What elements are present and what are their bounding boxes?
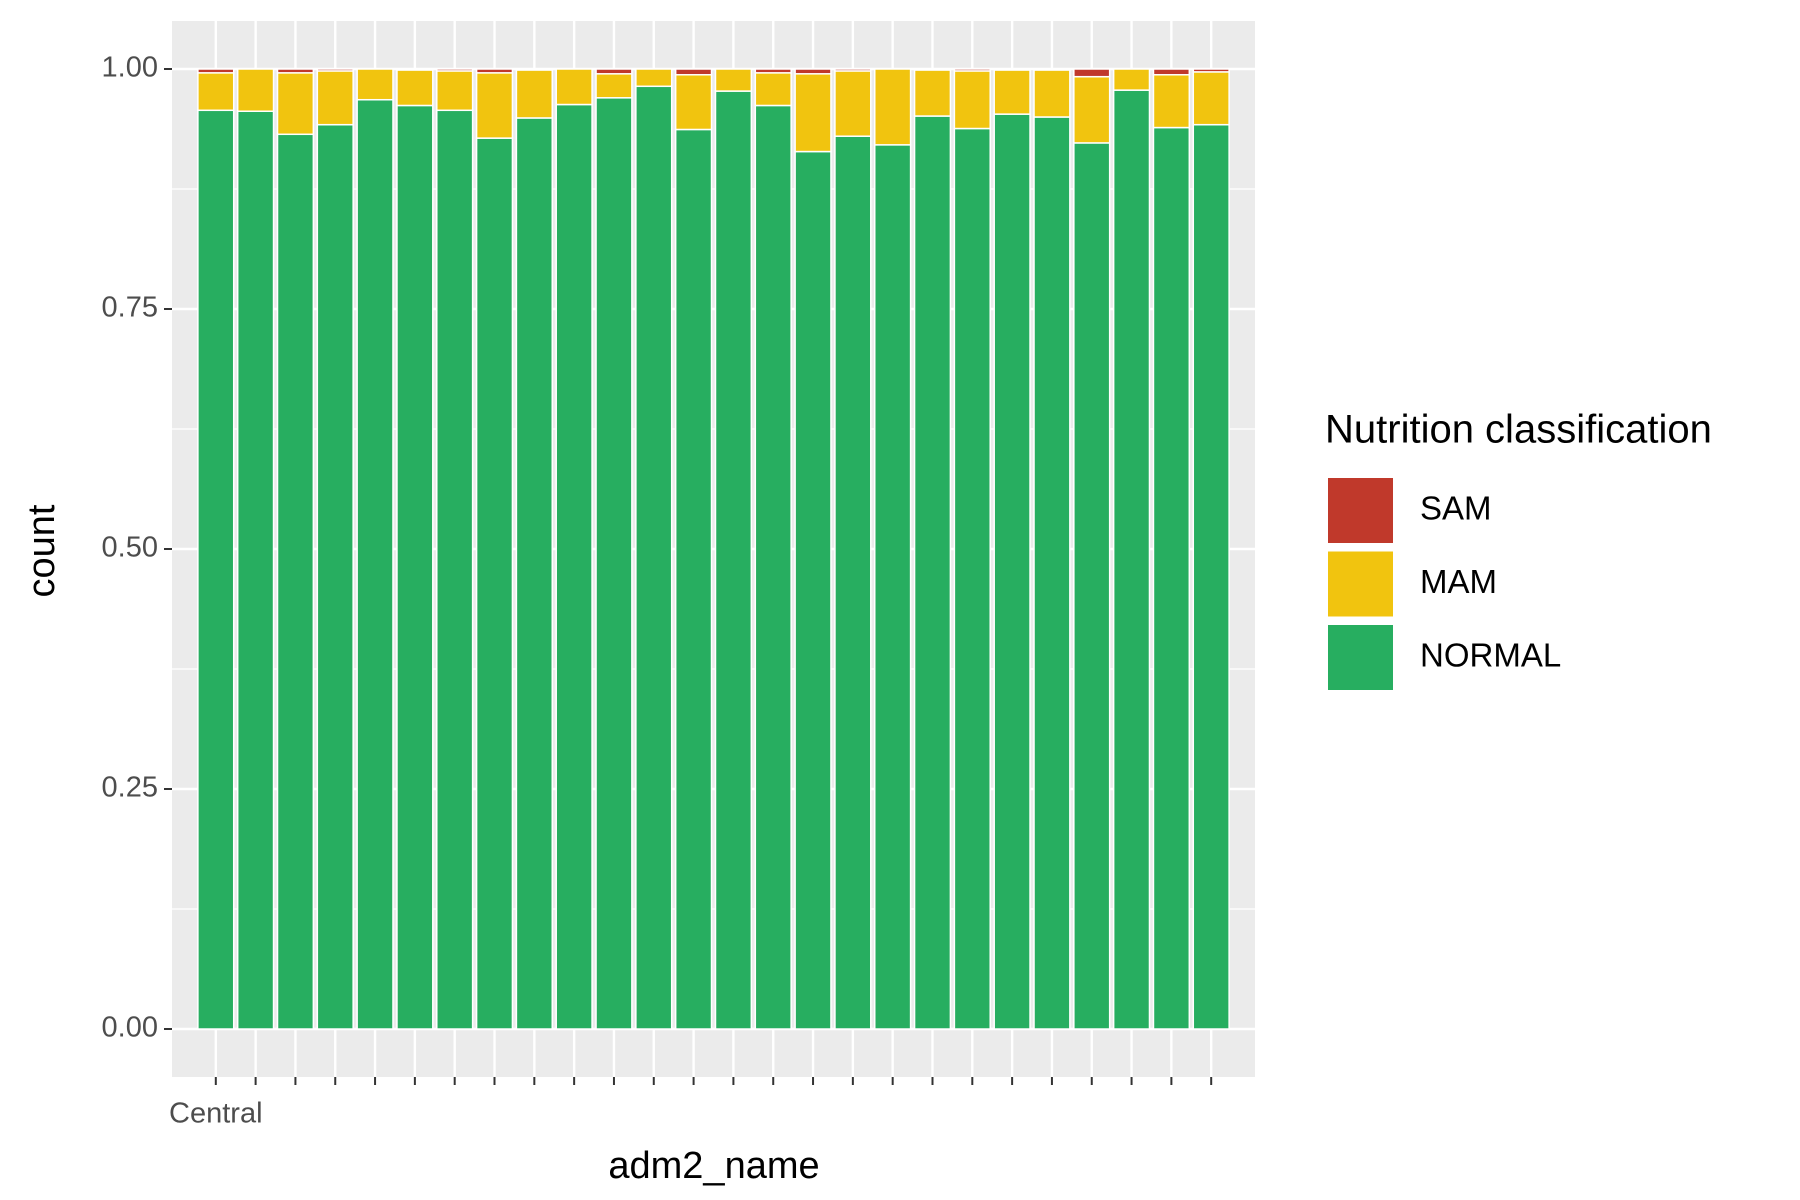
bar-segment bbox=[356, 98, 394, 1030]
bar-segment bbox=[1073, 75, 1111, 144]
bar-segment bbox=[396, 104, 434, 1030]
bar-segment bbox=[316, 70, 354, 126]
bar-segment bbox=[953, 127, 991, 1030]
bar-segment bbox=[635, 85, 673, 1030]
bar-segment bbox=[874, 68, 912, 146]
bar-segment bbox=[515, 117, 553, 1030]
bar-segment bbox=[436, 109, 474, 1030]
bar-segment bbox=[276, 72, 315, 136]
bar-segment bbox=[276, 133, 315, 1030]
bar-segment bbox=[276, 68, 315, 74]
bar-segment bbox=[356, 68, 394, 101]
bar-segment bbox=[1192, 68, 1230, 73]
bar-segment bbox=[913, 115, 952, 1030]
bar-segment bbox=[874, 144, 912, 1030]
y-tick-label: 1.00 bbox=[102, 52, 158, 84]
bar-segment bbox=[436, 68, 474, 72]
legend-label: NORMAL bbox=[1420, 637, 1561, 674]
y-axis-title: count bbox=[21, 504, 63, 597]
bar-segment bbox=[754, 104, 792, 1030]
legend-label: MAM bbox=[1420, 563, 1497, 600]
bar-segment bbox=[555, 68, 593, 106]
bar-segment bbox=[834, 70, 872, 137]
bar-segment bbox=[1033, 69, 1071, 118]
bar-segment bbox=[475, 68, 514, 74]
bar-segment bbox=[236, 68, 275, 112]
legend-title: Nutrition classification bbox=[1325, 408, 1712, 452]
bar-segment bbox=[595, 68, 633, 75]
bar-segment bbox=[674, 128, 713, 1030]
bar-segment bbox=[993, 113, 1031, 1030]
bar-segment bbox=[436, 70, 474, 112]
legend-key bbox=[1326, 476, 1395, 545]
bar-segment bbox=[754, 72, 792, 107]
bar-segment bbox=[635, 68, 673, 88]
bar-segment bbox=[714, 68, 753, 92]
bar-segment bbox=[1192, 71, 1230, 126]
bar-segment bbox=[595, 73, 633, 99]
bar-segment bbox=[714, 90, 753, 1030]
x-axis-title: adm2_name bbox=[608, 1145, 819, 1187]
bar-segment bbox=[754, 68, 792, 74]
legend-key bbox=[1326, 623, 1395, 692]
y-tick-label: 0.25 bbox=[102, 772, 158, 804]
bar-segment bbox=[515, 68, 553, 71]
bar-segment bbox=[1033, 116, 1071, 1030]
bar-segment bbox=[1152, 126, 1191, 1030]
bar-segment bbox=[1073, 68, 1111, 78]
bar-segment bbox=[1033, 68, 1071, 71]
y-tick-label: 0.75 bbox=[102, 292, 158, 324]
bar-segment bbox=[197, 109, 235, 1030]
x-tick-label: Central bbox=[169, 1098, 263, 1130]
legend-key bbox=[1326, 549, 1395, 619]
bar-segment bbox=[913, 68, 952, 71]
bar-segment bbox=[993, 68, 1031, 71]
bar-segment bbox=[475, 137, 514, 1030]
bar-segment bbox=[1152, 74, 1191, 129]
bar-segment bbox=[834, 135, 872, 1030]
bar-segment bbox=[197, 72, 235, 112]
bar-segment bbox=[953, 68, 991, 72]
bar-segment bbox=[1112, 68, 1151, 91]
bar-segment bbox=[794, 68, 832, 75]
bar-segment bbox=[1192, 123, 1230, 1030]
y-tick-label: 0.50 bbox=[102, 532, 158, 564]
bar-segment bbox=[316, 123, 354, 1030]
bar-segment bbox=[834, 68, 872, 72]
y-tick-label: 0.00 bbox=[102, 1012, 158, 1044]
bar-segment bbox=[993, 69, 1031, 115]
bar-segment bbox=[236, 110, 275, 1030]
bar-segment bbox=[555, 103, 593, 1030]
bar-segment bbox=[794, 150, 832, 1030]
legend-label: SAM bbox=[1420, 490, 1492, 527]
bar-segment bbox=[913, 69, 952, 117]
bar-segment bbox=[1112, 89, 1151, 1030]
bar-segment bbox=[197, 68, 235, 74]
bar-segment bbox=[396, 69, 434, 107]
bar-segment bbox=[674, 68, 713, 76]
bar-segment bbox=[515, 69, 553, 119]
bar-segment bbox=[794, 73, 832, 153]
bar-segment bbox=[475, 72, 514, 139]
bar-segment bbox=[1073, 142, 1111, 1030]
bar-segment bbox=[595, 97, 633, 1030]
bar-segment bbox=[396, 68, 434, 71]
bar-segment bbox=[953, 70, 991, 130]
bar-segment bbox=[1152, 68, 1191, 76]
bar-segment bbox=[316, 68, 354, 72]
bar-segment bbox=[674, 74, 713, 131]
